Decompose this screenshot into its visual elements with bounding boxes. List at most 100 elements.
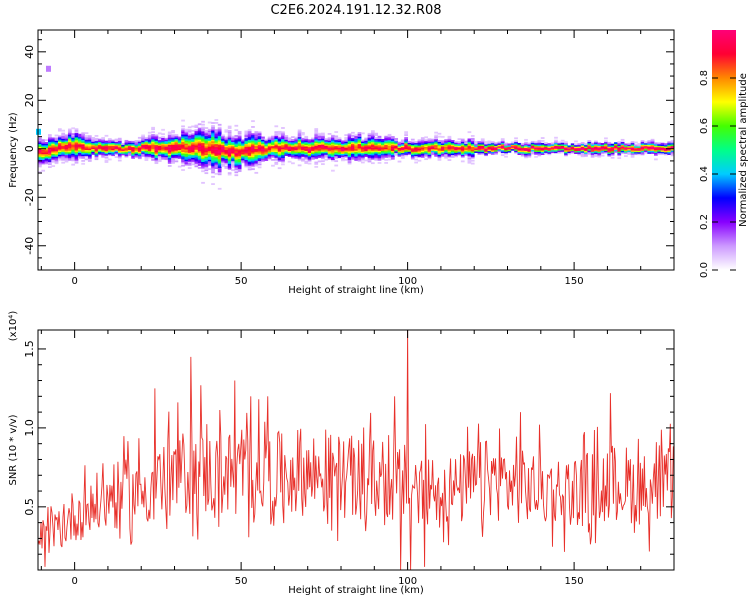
spectrogram-cell <box>201 131 205 133</box>
spectrogram-cell <box>580 142 585 145</box>
spectrogram-cell <box>670 150 675 152</box>
spectrogram-cell <box>141 149 145 151</box>
spectrogram-cell <box>217 168 222 171</box>
spectrogram-cell <box>630 151 635 154</box>
spectrogram-cell <box>141 136 145 138</box>
spectrogram-cell <box>610 146 615 149</box>
spectrogram-cell <box>217 187 222 190</box>
spectrogram-cell <box>71 152 76 154</box>
spectrogram-cell <box>434 149 438 152</box>
spectrogram-cell <box>104 145 109 147</box>
y-tick-label: 40 <box>23 45 36 59</box>
spectrogram-cell <box>304 149 309 151</box>
spectrogram-cell <box>71 141 76 144</box>
spectrogram-cell <box>247 155 252 158</box>
spectrogram-cell <box>71 153 76 156</box>
spectrogram-cell <box>554 139 558 142</box>
spectrogram-frame <box>37 29 675 271</box>
spectrogram-cell <box>301 153 305 156</box>
spectrogram-cell <box>221 151 225 154</box>
spectrogram-cell <box>227 144 232 147</box>
spectrogram-cell <box>657 146 662 149</box>
spectrogram-cell <box>434 152 438 154</box>
spectrogram-cell <box>184 154 189 157</box>
spectrogram-cell <box>194 145 199 147</box>
spectrogram-cell <box>527 151 532 154</box>
spectrogram-cell <box>201 142 205 145</box>
spectrogram-cell <box>480 150 485 152</box>
spectrogram-cell <box>107 139 112 142</box>
spectrogram-cell <box>317 154 322 157</box>
spectrogram-cell <box>430 140 435 143</box>
spectrogram-cell <box>380 140 385 143</box>
spectrogram-cell <box>574 140 578 143</box>
spectrogram-cell <box>307 162 312 165</box>
spectrogram-cell <box>267 138 272 140</box>
spectrogram-cell <box>67 157 72 160</box>
spectrogram-cell <box>374 150 379 153</box>
spectrogram-cell <box>297 149 302 152</box>
spectrogram-cell <box>514 140 518 143</box>
spectrogram-cell <box>351 134 355 137</box>
spectrogram-cell <box>297 158 302 161</box>
spectrogram-cell <box>447 148 452 151</box>
spectrogram-cell <box>214 133 219 136</box>
spectrogram-cell <box>237 151 242 154</box>
spectrogram-cell <box>291 139 295 141</box>
spectrogram-cell <box>337 137 342 140</box>
spectrogram-cell <box>447 153 452 156</box>
spectrogram-cell <box>454 146 458 149</box>
spectrogram-cell <box>537 139 542 142</box>
spectrogram-cell <box>311 141 315 144</box>
spectrogram-cell <box>137 144 142 147</box>
spectrogram-cell <box>194 140 199 143</box>
spectrogram-cell <box>261 146 265 149</box>
spectrogram-cell <box>424 146 428 149</box>
spectrogram-cell <box>321 145 325 148</box>
spectrogram-cell <box>560 148 565 151</box>
spectrogram-cell <box>384 141 389 144</box>
spectrogram-cell <box>38 164 42 166</box>
spectrogram-cell <box>38 156 42 159</box>
spectrogram-cell <box>450 145 455 148</box>
spectrogram-cell <box>104 152 109 155</box>
spectrogram-cell <box>171 138 175 141</box>
spectrogram-cell <box>81 132 86 135</box>
spectrogram-cell <box>467 138 472 141</box>
spectrogram-cell <box>400 157 405 159</box>
spectrogram-cell <box>464 149 468 152</box>
spectrogram-cell <box>540 150 545 153</box>
spectrogram-cell <box>164 156 169 159</box>
spectrogram-cell <box>374 137 379 139</box>
spectrogram-cell <box>291 142 295 144</box>
spectrogram-cell <box>470 139 475 142</box>
spectrogram-cell <box>151 157 155 160</box>
spectrogram-cell <box>657 142 662 145</box>
spectrogram-cell <box>164 148 169 150</box>
spectrogram-cell <box>524 147 528 150</box>
spectrogram-cell <box>617 149 622 152</box>
spectrogram-cell <box>104 155 109 158</box>
spectrogram-cell <box>227 125 232 128</box>
spectrogram-cell <box>134 153 139 156</box>
spectrogram-cell <box>554 151 558 154</box>
spectrogram-cell <box>274 154 279 157</box>
spectrogram-cell <box>354 141 359 144</box>
spectrogram-cell <box>607 141 612 144</box>
spectrogram-cell <box>237 138 242 141</box>
spectrogram-cell <box>101 151 105 154</box>
spectrogram-cell <box>314 132 319 135</box>
spectrogram-cell <box>197 146 202 149</box>
colorbar-bar <box>712 30 736 270</box>
spectrogram-cell <box>221 134 225 137</box>
spectrogram-cell <box>124 151 129 154</box>
spectrogram-cell <box>647 151 652 154</box>
spectrogram-cell <box>157 147 162 149</box>
spectrogram-cell <box>71 144 76 147</box>
spectrogram-cell <box>67 131 72 134</box>
spectrogram-cell <box>414 147 418 149</box>
spectrogram-cell <box>197 132 202 134</box>
spectrogram-cell <box>594 144 598 147</box>
x-tick-label: 0 <box>71 276 77 287</box>
spectrogram-cell <box>154 135 159 138</box>
